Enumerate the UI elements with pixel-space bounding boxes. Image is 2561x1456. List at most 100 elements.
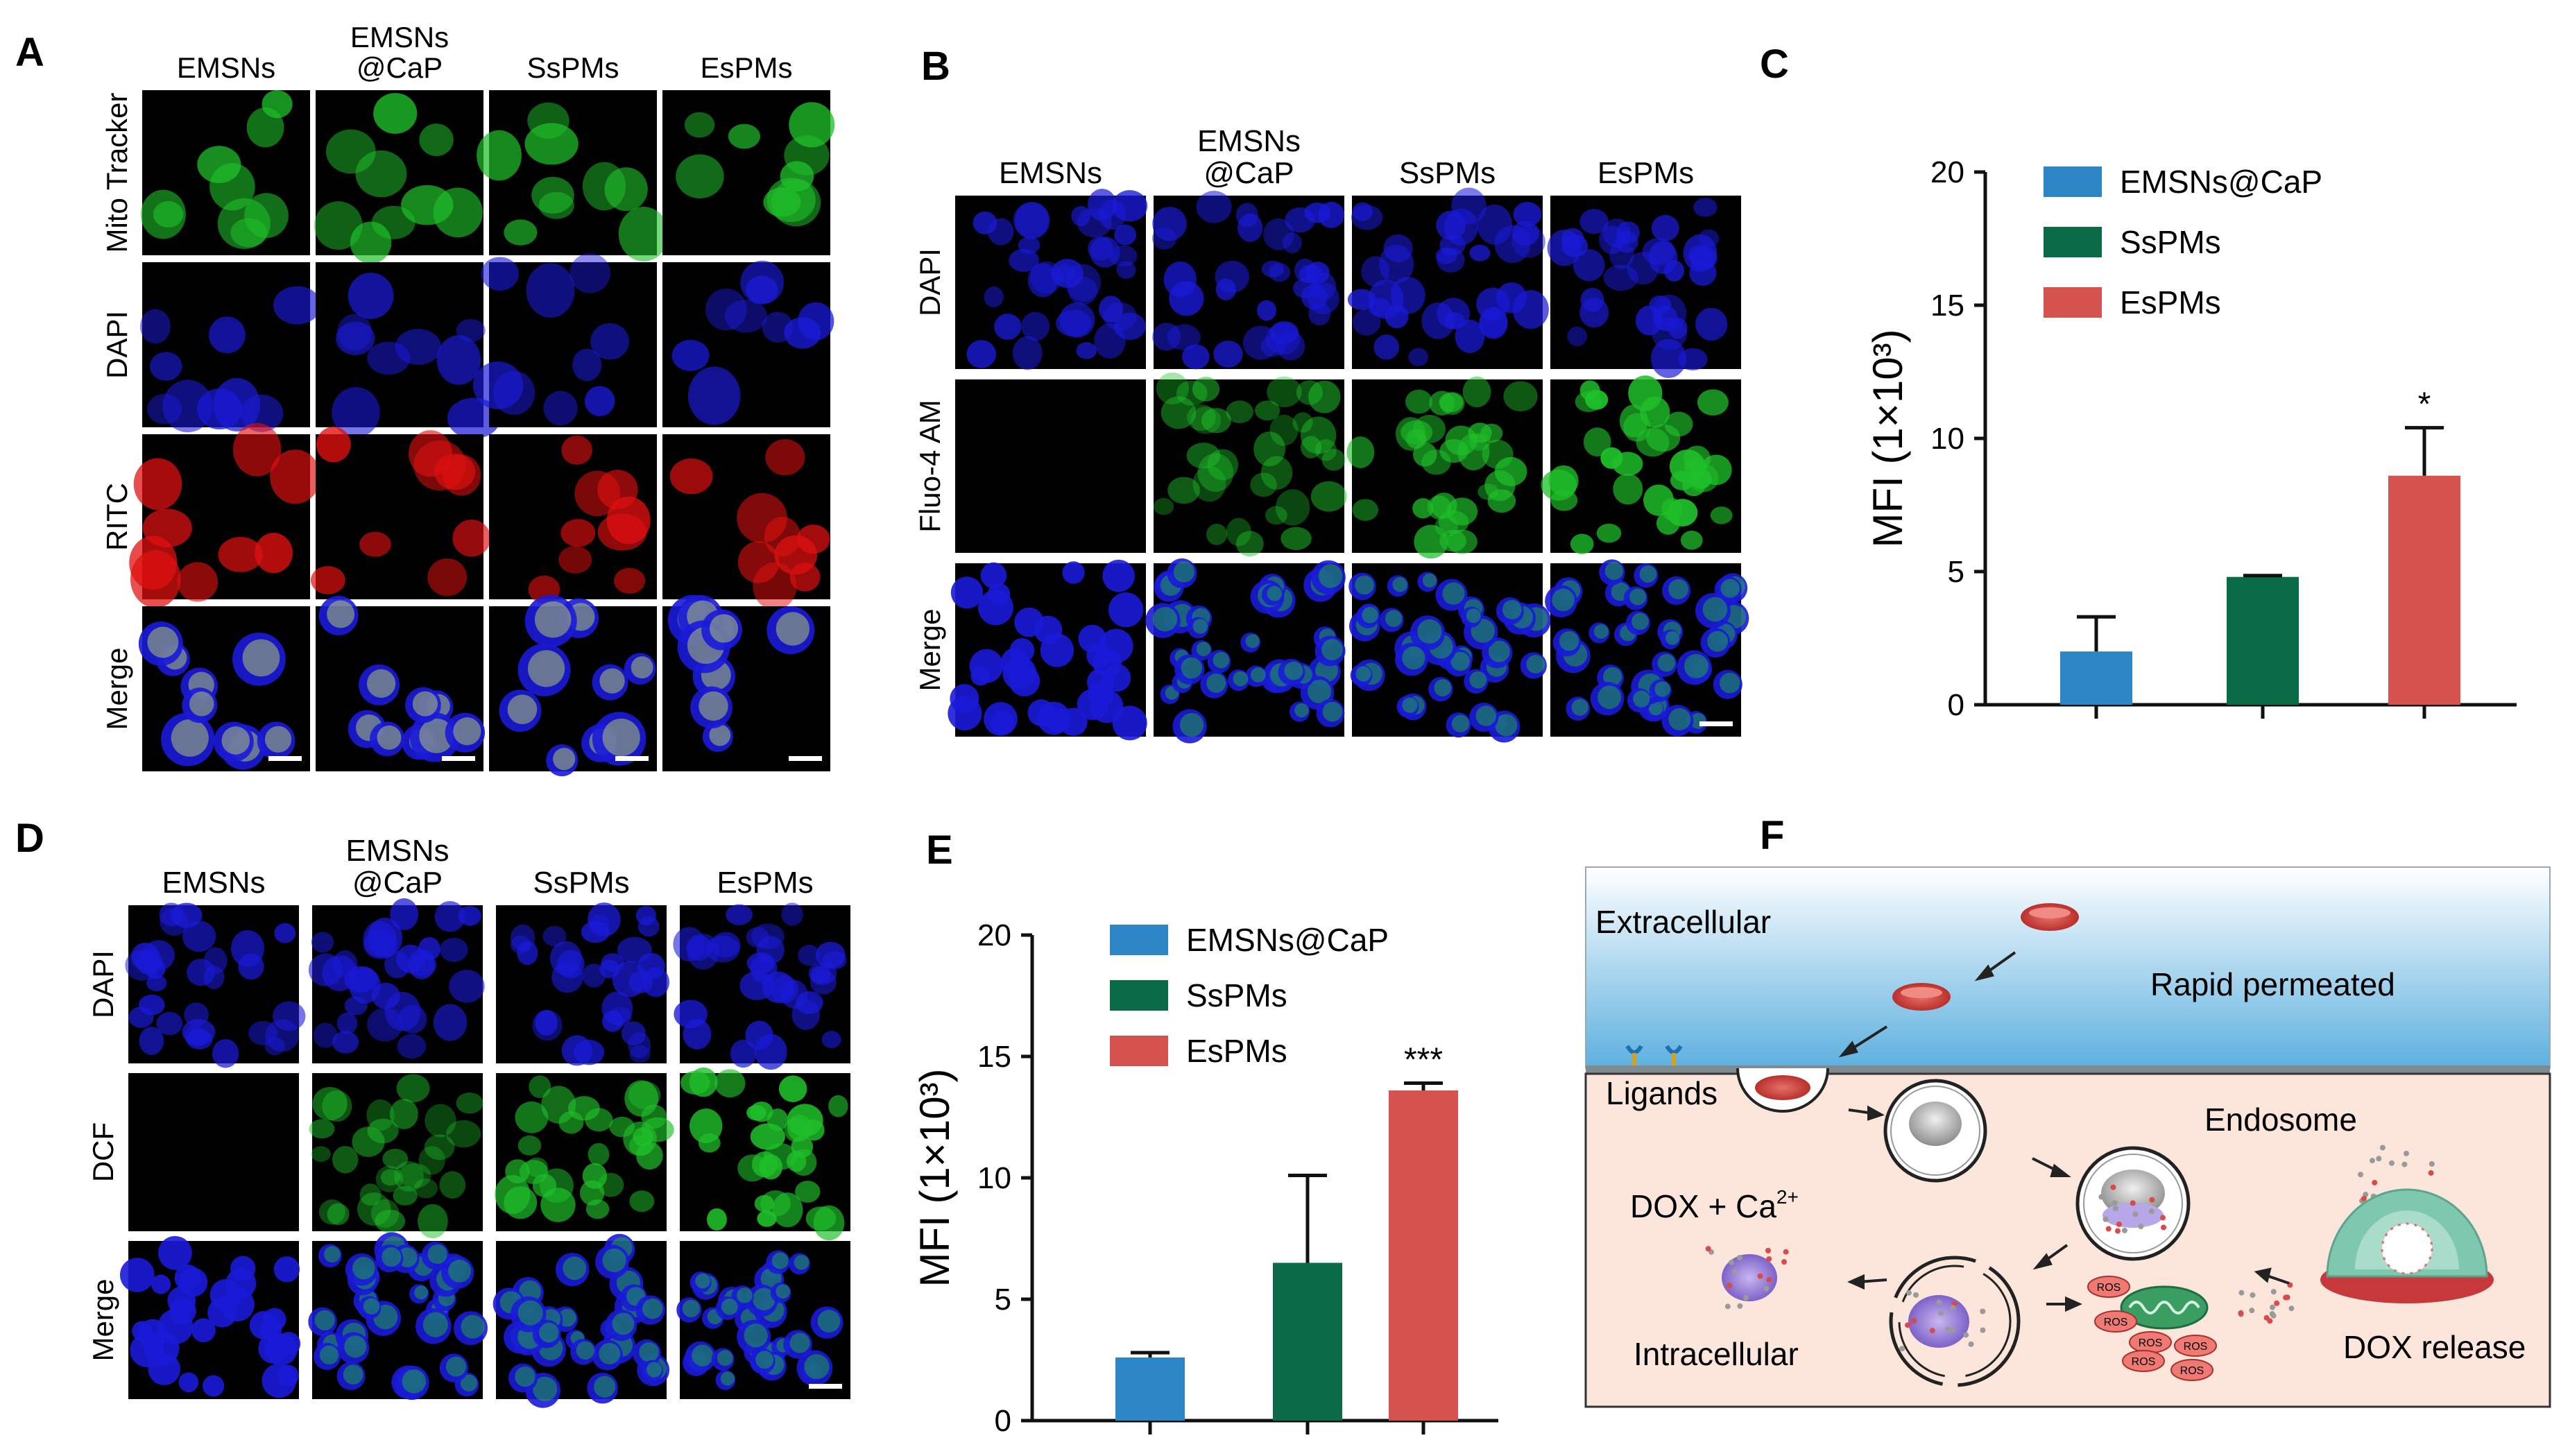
y-tick-label: 15: [1930, 289, 1964, 323]
y-tick-label: 0: [1948, 688, 1964, 722]
ros-bubble: ROS: [2129, 1331, 2172, 1353]
micrograph-merge-2: [492, 1233, 670, 1408]
arrow-icon: [1838, 951, 2016, 1058]
micrograph-fluo-4-am-0: [955, 379, 1146, 553]
panel-label-f: F: [1760, 813, 1784, 858]
legend-label: SsPMs: [1186, 977, 1287, 1013]
micrograph-merge-0: [948, 559, 1147, 741]
column-header-espms: EsPMs: [700, 51, 792, 84]
y-tick-label: 20: [977, 918, 1011, 952]
y-tick-label: 5: [1948, 555, 1964, 589]
ros-label: ROS: [2132, 1356, 2156, 1368]
extracellular-label: Extracellular: [1595, 904, 1771, 940]
column-header-sspms: SsPMs: [1399, 156, 1496, 190]
ros-label: ROS: [2104, 1317, 2128, 1328]
cell-membrane: [1586, 1065, 2550, 1074]
column-header-espms: EsPMs: [1598, 156, 1694, 190]
bar-sspms: [1273, 1262, 1342, 1421]
ros-bubble: ROS: [2174, 1335, 2217, 1357]
micrograph-dcf-0: [128, 1073, 299, 1231]
extracellular-region: [1585, 866, 2551, 1069]
significance-label: ***: [1404, 1042, 1443, 1079]
micrograph-mito-tracker-3: [662, 90, 835, 255]
micrograph-ritc-0: [129, 422, 321, 608]
bar-espms: [1389, 1090, 1458, 1421]
column-header-sspms: SsPMs: [533, 866, 629, 900]
row-label-merge: Merge: [914, 608, 946, 691]
arrow-icon: [1847, 1105, 2290, 1312]
column-header-emsns: EMSNs: [162, 866, 265, 900]
ros-bubble: ROS: [2170, 1359, 2213, 1381]
column-header-emsns: EMSNs: [999, 156, 1102, 190]
row-label-dcf: DCF: [87, 1122, 119, 1182]
legend-swatch: [2044, 227, 2102, 257]
micrograph-dapi-0: [125, 902, 306, 1068]
ros-label: ROS: [2139, 1337, 2163, 1349]
column-header-espms: EsPMs: [717, 866, 813, 900]
micrograph-dapi-2: [472, 253, 657, 427]
legend-label: EMSNs@CaP: [1186, 922, 1389, 958]
micrograph-mito-tracker-1: [314, 90, 483, 264]
micrograph-dapi-2: [496, 902, 670, 1066]
rapid-permeated-label: Rapid permeated: [2150, 966, 2395, 1002]
y-axis-label: MFI (1×10³): [911, 1068, 958, 1287]
legend-swatch: [2044, 166, 2102, 197]
y-tick-label: 15: [977, 1040, 1011, 1074]
column-header-emsns-cap: EMSNs @CaP: [350, 21, 449, 84]
micrograph-dapi-0: [955, 189, 1148, 370]
intracellular-label: Intracellular: [1634, 1336, 1799, 1372]
panel-b-micrograph-grid: EMSNs EMSNs @CaP SsPMs EsPMs DAPI Fluo-4 AM Mer…: [914, 124, 1749, 744]
y-axis-label: MFI (1×10³): [1865, 329, 1911, 547]
row-label-dapi: DAPI: [914, 248, 946, 316]
micrograph-dapi-3: [673, 902, 850, 1070]
nanoparticle-icon: [2021, 903, 2079, 931]
panel-label-b: B: [921, 44, 950, 89]
receptor-icon: [1625, 1045, 1683, 1065]
micrograph-dapi-0: [139, 262, 321, 433]
micrograph-fluo-4-am-1: [1153, 372, 1347, 557]
micrograph-merge-2: [1348, 563, 1551, 743]
endosome-vesicle: [1883, 1079, 1987, 1183]
micrograph-merge-3: [676, 1241, 850, 1399]
legend-swatch: [1110, 1036, 1168, 1066]
row-label-merge: Merge: [87, 1278, 119, 1361]
panel-f-schematic: Extracellular Rapid permeated Ligands En…: [1584, 866, 2551, 1408]
micrograph-mito-tracker-2: [477, 90, 669, 262]
drug-nanoparticle-icon: [1722, 1254, 1777, 1301]
y-tick-label: 5: [995, 1283, 1011, 1317]
ros-bubble: ROS: [2122, 1350, 2165, 1372]
micrograph-fluo-4-am-3: [1541, 375, 1741, 554]
endosome-label: Endosome: [2204, 1102, 2357, 1138]
legend-swatch: [1110, 980, 1168, 1011]
column-header-emsns-cap: EMSNs @CaP: [345, 834, 449, 900]
bar-espms: [2388, 475, 2460, 705]
micrograph-merge-0: [138, 606, 310, 771]
row-label-merge: Merge: [101, 647, 133, 730]
micrograph-merge-1: [1145, 558, 1346, 744]
ros-label: ROS: [2180, 1365, 2204, 1377]
panel-label-a: A: [15, 30, 44, 75]
y-tick-label: 20: [1930, 155, 1964, 189]
micrograph-dapi-1: [308, 898, 485, 1063]
nanoparticle-icon: [1755, 1075, 1810, 1100]
y-tick-label: 0: [995, 1404, 1011, 1438]
ros-bubble: ROS: [2094, 1310, 2137, 1333]
legend-label: EMSNs@CaP: [2120, 164, 2322, 200]
legend-swatch: [1110, 925, 1168, 955]
micrograph-merge-0: [119, 1235, 301, 1399]
micrograph-ritc-1: [310, 427, 491, 599]
bar-emsns-cap: [1115, 1357, 1185, 1421]
legend-swatch: [2044, 287, 2102, 318]
micrograph-ritc-2: [489, 434, 657, 604]
micrograph-dcf-1: [309, 1073, 483, 1239]
micrograph-dapi-1: [1151, 191, 1345, 370]
micrograph-merge-3: [662, 594, 830, 771]
ros-bubble: ROS: [2087, 1276, 2130, 1298]
micrograph-ritc-3: [662, 434, 830, 610]
bar-sspms: [2227, 576, 2299, 705]
row-label-dapi: DAPI: [101, 311, 133, 379]
dox-ca-label: DOX + Ca2+: [1630, 1186, 1799, 1224]
panel-a-micrograph-grid: EMSNs EMSNs @CaP SsPMs EsPMs Mito Tracker DAPI…: [101, 21, 835, 777]
micrograph-merge-1: [308, 1232, 488, 1401]
